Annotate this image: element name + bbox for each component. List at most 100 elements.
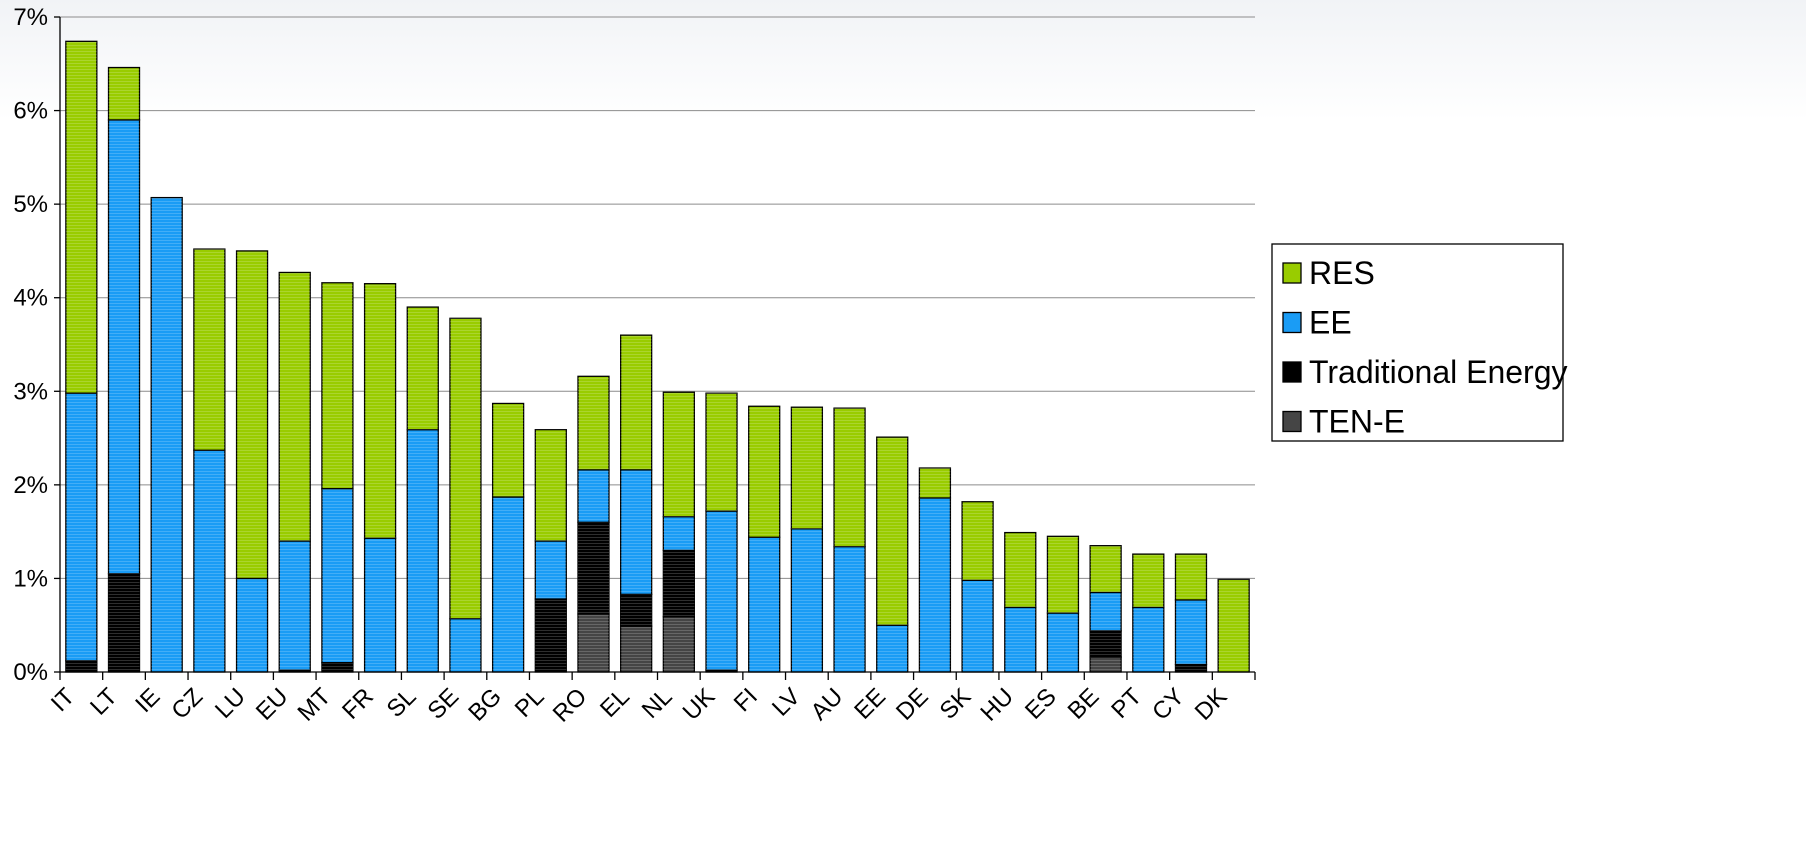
x-tick-label-ro: RO — [548, 683, 593, 728]
legend-label-ten-e: TEN-E — [1309, 404, 1405, 440]
legend-swatch-res — [1282, 262, 1302, 284]
legend-swatch-ee — [1282, 311, 1302, 334]
bar-texture — [279, 272, 311, 541]
legend-label-traditional-energy: Traditional Energy — [1309, 354, 1568, 390]
bars — [65, 40, 1250, 673]
bar-texture — [577, 613, 609, 672]
legend: RES EE Traditional Energy TEN-E — [1271, 243, 1568, 442]
x-tick-label-pt: PT — [1106, 683, 1147, 724]
bar-texture — [407, 307, 439, 430]
x-tick-label-ee: EE — [849, 683, 891, 725]
x-tick-label-cy: CY — [1147, 683, 1190, 726]
bar-texture — [535, 541, 567, 600]
bar-texture — [1047, 613, 1079, 672]
legend-label-res: RES — [1309, 255, 1375, 291]
bar-texture — [1090, 630, 1122, 658]
bar-texture — [791, 528, 823, 672]
bar-texture — [1004, 607, 1036, 672]
bar-texture — [407, 429, 439, 672]
bar-texture — [663, 550, 695, 617]
bar-texture — [706, 670, 738, 672]
bar-texture — [1218, 579, 1250, 672]
x-tick-label-fi: FI — [729, 683, 763, 717]
y-tick-label: 7% — [13, 4, 48, 31]
bar-texture — [492, 403, 524, 498]
x-tick-label-sk: SK — [935, 683, 977, 725]
bar-texture — [193, 450, 225, 672]
bar-texture — [1004, 532, 1036, 608]
x-tick-label-eu: EU — [251, 683, 294, 726]
bar-texture — [321, 662, 353, 672]
bar-texture — [663, 392, 695, 517]
bar-texture — [1090, 657, 1122, 672]
bar-texture — [919, 468, 951, 498]
x-tick-label-pl: PL — [510, 683, 550, 723]
x-tick-label-es: ES — [1020, 683, 1062, 725]
y-tick-label: 3% — [13, 378, 48, 405]
bar-texture — [151, 197, 183, 673]
bar-texture — [65, 393, 97, 661]
bar-texture — [663, 516, 695, 551]
bar-texture — [364, 283, 396, 539]
bar-texture — [962, 501, 994, 581]
x-tick-label-el: EL — [595, 683, 635, 723]
bar-texture — [577, 469, 609, 523]
bar-texture — [1175, 664, 1207, 672]
bar-texture — [791, 407, 823, 529]
bar-texture — [620, 594, 652, 627]
bar-texture — [706, 511, 738, 671]
legend-swatch-ten-e — [1282, 410, 1302, 433]
bar-texture — [535, 429, 567, 541]
bar-texture — [919, 497, 951, 672]
bar-texture — [108, 67, 140, 120]
bar-texture — [962, 580, 994, 672]
x-tick-label-lv: LV — [767, 683, 806, 722]
bar-texture — [449, 618, 481, 672]
bar-texture — [535, 599, 567, 672]
bar-texture — [834, 546, 866, 672]
x-tick-label-au: AU — [806, 683, 849, 726]
bar-texture — [193, 249, 225, 451]
x-tick-label-ie: IE — [130, 683, 165, 718]
y-tick-labels: 0% 1% 2% 3% 4% 5% 6% 7% — [13, 4, 48, 686]
y-tick-label: 6% — [13, 98, 48, 125]
bar-texture — [748, 537, 780, 672]
legend-swatch-traditional-energy — [1282, 361, 1302, 383]
x-tick-label-it: IT — [46, 683, 80, 717]
x-tick-label-lu: LU — [210, 683, 251, 724]
bar-texture — [236, 578, 268, 672]
legend-label-ee: EE — [1309, 305, 1352, 341]
bar-texture — [577, 522, 609, 614]
bar-texture — [620, 335, 652, 470]
bar-texture — [1047, 536, 1079, 614]
bar-texture — [108, 573, 140, 672]
x-tick-label-cz: CZ — [166, 683, 208, 725]
bar-texture — [364, 538, 396, 672]
bar-texture — [876, 437, 908, 626]
bar-texture — [1132, 554, 1164, 608]
bar-texture — [706, 393, 738, 512]
bar-texture — [834, 408, 866, 547]
bar-texture — [492, 497, 524, 672]
bar-texture — [620, 469, 652, 595]
bar-texture — [620, 626, 652, 672]
bar-texture — [279, 670, 311, 672]
bar-texture — [1175, 599, 1207, 665]
x-tick-label-de: DE — [891, 683, 934, 726]
y-tick-label: 0% — [13, 659, 48, 686]
x-tick-label-lt: LT — [85, 683, 123, 721]
bar-texture — [748, 406, 780, 538]
x-tick-label-nl: NL — [637, 683, 678, 724]
x-tick-label-se: SE — [422, 683, 464, 725]
bar-texture — [1090, 545, 1122, 593]
bar-texture — [321, 282, 353, 489]
bar-texture — [577, 376, 609, 470]
bar-texture — [1132, 607, 1164, 672]
bar-texture — [65, 41, 97, 394]
x-tick-label-sl: SL — [382, 683, 422, 723]
y-tick-label: 4% — [13, 285, 48, 312]
bar-texture — [876, 625, 908, 672]
bar-texture — [321, 488, 353, 663]
